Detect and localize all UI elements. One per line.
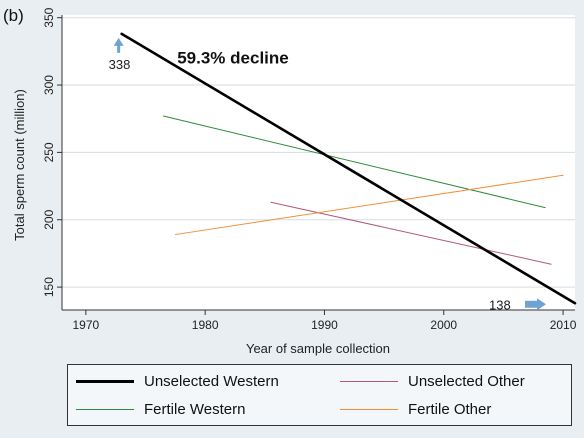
data-label-138: 138 [489, 297, 511, 312]
legend-label: Fertile Western [144, 401, 246, 418]
arrow-right-icon [537, 298, 546, 311]
arrow-up-icon [113, 37, 124, 46]
x-tick-label: 1970 [73, 318, 100, 332]
series-line-fertile-other [174, 174, 564, 236]
panel-label: (b) [3, 6, 24, 25]
grid [62, 17, 575, 288]
y-tick-label: 350 [42, 7, 56, 27]
legend-item-fertile-other: Fertile Other [340, 401, 491, 418]
series-line-fertile-western [162, 115, 546, 209]
axes: 150 200 250 300 350 1970 1980 1990 2000 2010 [42, 7, 577, 332]
y-tick-label: 300 [42, 75, 56, 95]
legend-swatch [340, 381, 398, 382]
legend: Unselected Western Unselected Other Fert… [67, 364, 572, 426]
legend-swatch [340, 409, 398, 410]
plot-area [62, 15, 575, 310]
legend-label: Unselected Western [144, 373, 279, 390]
series-lines [120, 32, 577, 305]
legend-item-unselected-western: Unselected Western [76, 373, 279, 390]
legend-swatch [76, 409, 134, 410]
series-line-unselected-western [120, 32, 577, 305]
y-tick-label: 200 [42, 209, 56, 229]
legend-swatch [76, 380, 134, 383]
x-tick-label: 2010 [550, 318, 577, 332]
arrow-right-icon [525, 300, 539, 308]
legend-label: Fertile Other [408, 401, 492, 418]
x-tick-label: 1980 [192, 318, 219, 332]
decline-annotation: 59.3% decline [177, 48, 289, 67]
legend-item-unselected-other: Unselected Other [340, 373, 525, 390]
x-axis-title: Year of sample collection [246, 341, 390, 356]
x-tick-label: 1990 [311, 318, 338, 332]
y-tick-label: 250 [42, 142, 56, 162]
y-axis-title: Total sperm count (million) [12, 89, 27, 241]
legend-item-fertile-western: Fertile Western [76, 401, 245, 418]
y-tick-label: 150 [42, 277, 56, 297]
legend-label: Unselected Other [408, 373, 525, 390]
annotations: 59.3% decline 338 138 [109, 37, 546, 312]
data-label-338: 338 [109, 57, 131, 72]
arrow-up-icon [117, 44, 121, 53]
x-tick-label: 2000 [430, 318, 457, 332]
